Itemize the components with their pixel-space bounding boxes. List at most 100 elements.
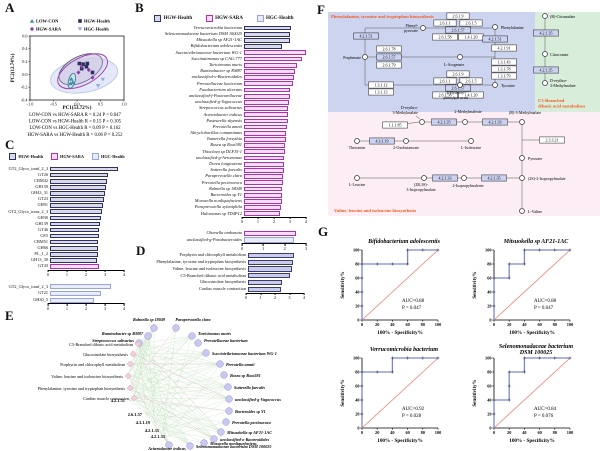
- bar-label: Succinivibrionaceae bacterium WG-1: [175, 49, 242, 55]
- bar-label: Bosea sp Root381: [210, 142, 242, 148]
- x-axis-line: [242, 243, 306, 245]
- bar-row: GT43: [2, 264, 132, 270]
- ec-number: 4.3.1.19: [376, 139, 389, 144]
- x-axis-tick-label: 1: [262, 245, 265, 251]
- legend-marker-triangle-up: [69, 76, 74, 81]
- anosim-stat-line: LOW-CON vs HGW-Health R = 0.15 P = 0.105: [29, 120, 122, 125]
- ec-box-highlighted: [353, 32, 379, 40]
- x-tick-label: 100: [567, 430, 573, 435]
- x-axis-tick: [305, 243, 307, 246]
- ec-box: [459, 19, 483, 27]
- anosim-stat-line: HGW-SARA vs HGW-Health R = 0.06 P = 0.25…: [27, 133, 123, 138]
- legend-marker-square: [90, 70, 95, 75]
- network-edge: [133, 397, 230, 400]
- bar-label: Verrucomicrobia bacterium: [193, 24, 243, 30]
- compound-node: [492, 82, 498, 88]
- ec-number: 2.6.1.9: [453, 72, 464, 77]
- compound-label: (R)-3-Methylmalate: [509, 110, 541, 115]
- bar-label: Phenylalanine, tyrosine and tryptophan b…: [156, 259, 246, 265]
- x-tick-label: 60: [537, 322, 541, 327]
- bar-row: GT26: [2, 172, 132, 178]
- compound-label: (R)-Citramalate: [550, 14, 576, 19]
- bar: [244, 180, 283, 186]
- bar-track: [244, 205, 308, 210]
- pathway-svg: Phenylalanine, tyrosine and tryptophan b…: [328, 12, 600, 216]
- bar-track: [244, 124, 308, 130]
- roc-auc-value: AUC=0.88: [402, 299, 425, 304]
- network-edge: [132, 353, 221, 365]
- network-edge: [129, 386, 229, 389]
- x-axis-tick: [66, 303, 68, 306]
- bar-label: Paraprevotella xylaniphila: [194, 204, 242, 210]
- y-tick-label: 0: [357, 317, 359, 322]
- bar: [50, 233, 100, 239]
- ec-number: 1.3.1.43: [498, 60, 511, 65]
- y-tick-label: 60: [355, 275, 359, 280]
- y-tick-label: 40: [355, 397, 359, 402]
- bar: [244, 56, 302, 62]
- ec-box: [433, 77, 457, 85]
- pathway-section-bg: [328, 112, 600, 216]
- bar: [244, 186, 283, 192]
- x-axis-tick-label: 2: [84, 305, 88, 311]
- roc-p-value: P = 0.028: [402, 414, 422, 419]
- highlight-flag-icon: ↑: [468, 26, 470, 30]
- ec-box-highlighted: [533, 66, 559, 74]
- bar-row: GH91: [2, 203, 132, 209]
- bar-label: Tannerella forsythia: [206, 136, 242, 142]
- bar-row: GT46: [2, 227, 132, 233]
- ec-number: 2.6.1.9: [453, 14, 464, 19]
- ec-box: [382, 121, 408, 129]
- bar-track: [50, 166, 126, 172]
- roc-data-marker: [492, 276, 496, 280]
- bar-track: [244, 112, 308, 118]
- compound-label: L-Valine: [528, 209, 542, 214]
- bar-row: unclassified-g-Vagococcus: [134, 99, 314, 105]
- bar-label: Alicyclobacillus contaminans: [190, 130, 242, 136]
- species-node: [165, 441, 173, 449]
- network-edge: [168, 363, 221, 437]
- bar-row: Valine, leucine and isoleucine biosynthe…: [134, 266, 312, 273]
- roc-data-marker: [492, 412, 496, 416]
- bar-track: [248, 252, 306, 258]
- bar-track: [50, 239, 126, 245]
- pathway-section-title: dibasic acid metabolism: [538, 104, 585, 109]
- ec-box: [433, 19, 457, 27]
- bar: [50, 245, 98, 251]
- y-tick-label: -0.4: [21, 97, 29, 102]
- scatter-point-HGC-Health: [100, 77, 106, 82]
- x-tick-label: 60: [537, 430, 541, 435]
- ec-box: [446, 70, 470, 78]
- network-edge: [145, 413, 227, 423]
- legend-label: LOW-CON: [36, 19, 59, 24]
- scatter-point-HGW-Health: [84, 64, 89, 69]
- roc-plot-mitsuokella-sp-af21-1ac: Mitsuokella sp AF21-1AC 0 0 20 20 40 40 60 60 80 8…: [466, 234, 598, 338]
- bar: [244, 62, 297, 68]
- bar: [244, 75, 295, 80]
- legend-swatch-hgw-sara: [206, 14, 214, 22]
- bar-track: [50, 264, 126, 269]
- ec-number: 4.2.1.35: [488, 176, 501, 181]
- y-tick-label: 80: [355, 369, 359, 374]
- species-node: [222, 418, 230, 426]
- bar: [50, 239, 99, 245]
- bar: [248, 273, 291, 279]
- legend-marker-triangle-up: [70, 80, 75, 84]
- bar-track: [50, 172, 126, 178]
- bar-label: Bacteroides sp Y1: [210, 191, 242, 197]
- x-axis-tick: [289, 216, 291, 219]
- x-axis-tick: [104, 269, 106, 272]
- bar-track: [244, 81, 308, 87]
- network-edge-negative: [127, 342, 140, 377]
- bar-track: [244, 75, 308, 80]
- bar-track: [50, 258, 126, 263]
- bar-label: GH91: [37, 202, 48, 208]
- species-node-label: Streptococcus salivarius: [92, 338, 134, 343]
- bar-track: [50, 203, 126, 208]
- ec-number: 4.2.1.51: [360, 34, 373, 39]
- compound-label: 3-Methylmalate: [550, 83, 576, 88]
- bar-row: Pasteurella skyensis: [134, 118, 314, 124]
- scatter-point-HGW-Health: [90, 70, 95, 75]
- x-axis-tick-label: 3: [288, 219, 292, 225]
- network-edge: [168, 398, 230, 437]
